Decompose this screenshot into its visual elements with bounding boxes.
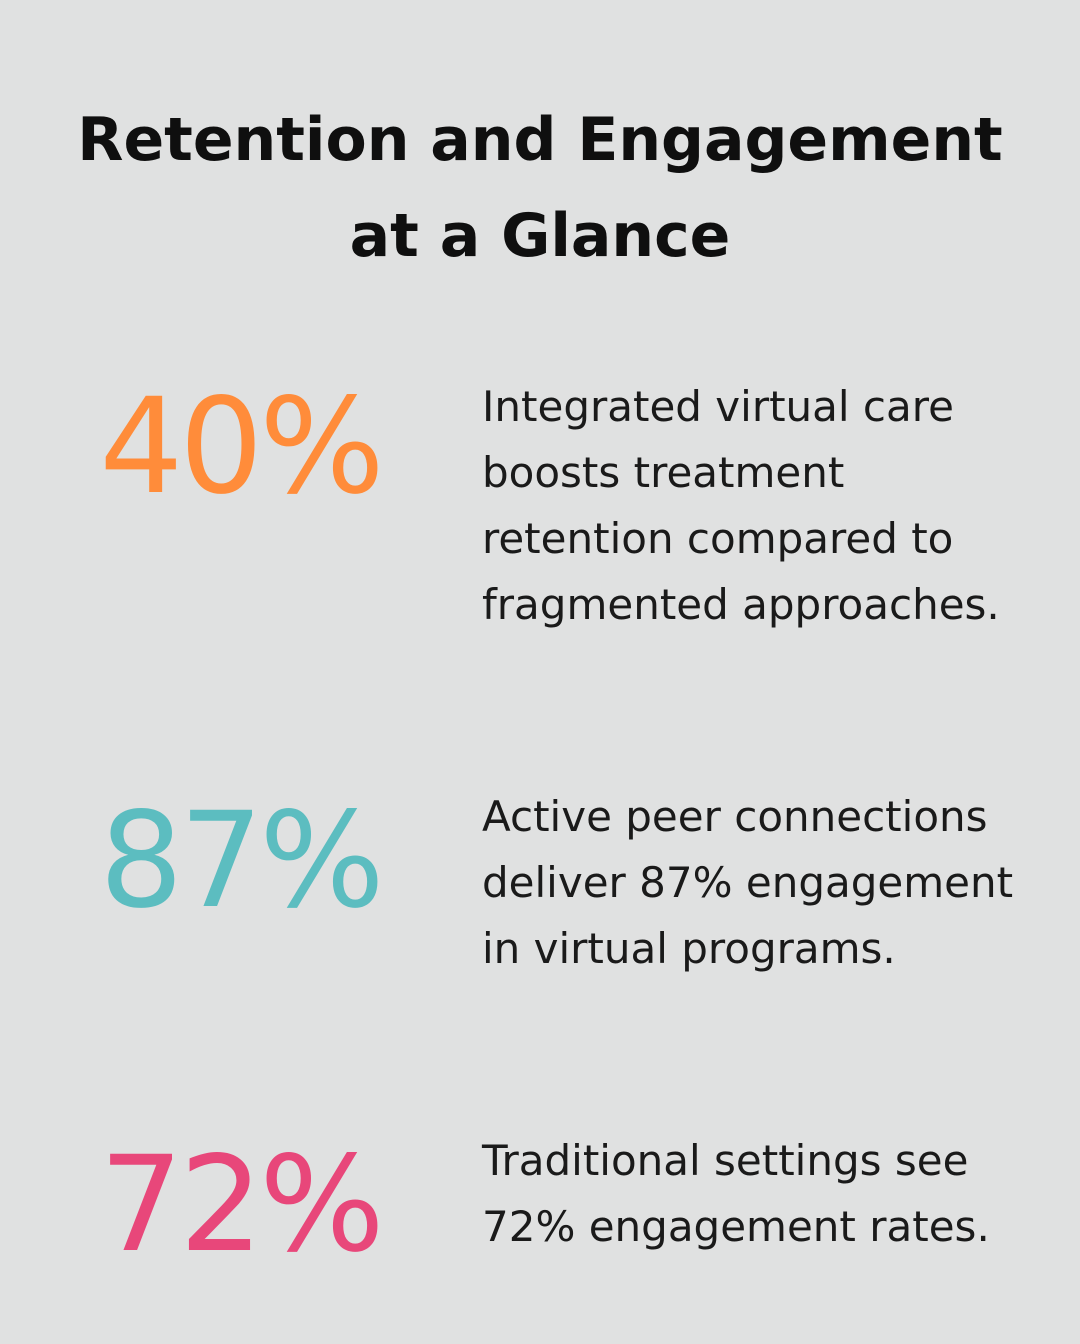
stat-value: 40% xyxy=(99,370,384,524)
stat-value: 87% xyxy=(99,784,384,938)
page-title: Retention and Engagement at a Glance xyxy=(77,105,1003,271)
stat-description: Active peer connections deliver 87% enga… xyxy=(482,792,1014,973)
stat-description: Traditional settings see 72% engagement … xyxy=(482,1136,990,1251)
stat-value: 72% xyxy=(99,1128,384,1282)
stat-description: Integrated virtual care boosts treatment… xyxy=(482,382,1000,629)
